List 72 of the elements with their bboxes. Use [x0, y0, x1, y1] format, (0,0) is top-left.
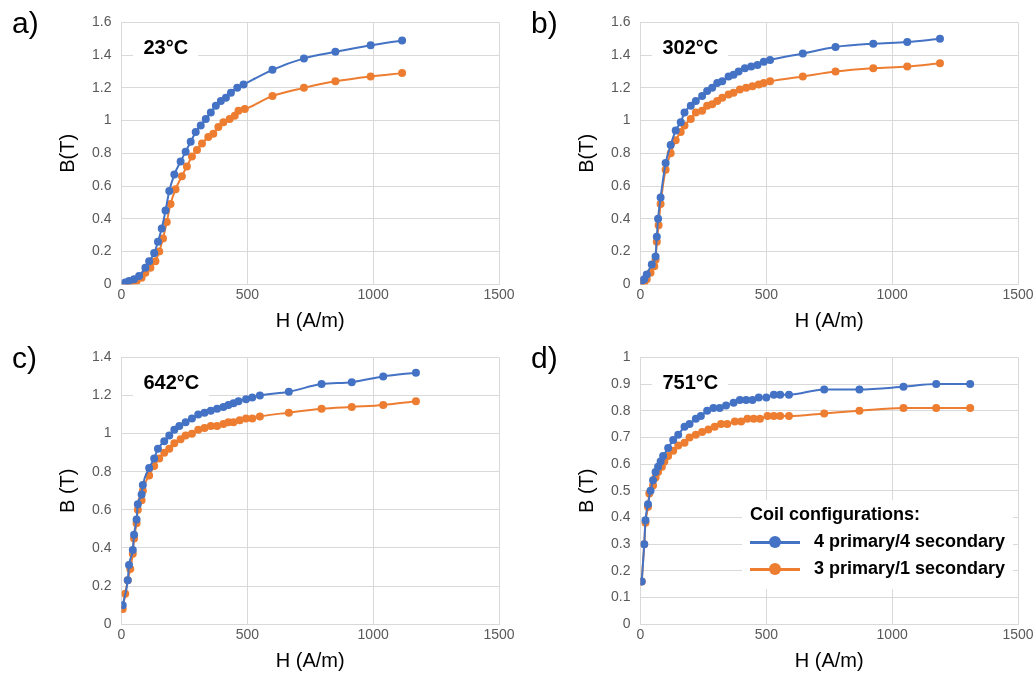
y-tick-label: 0.6 [610, 454, 631, 471]
y-tick-label: 0 [622, 275, 631, 292]
y-tick-label: 0.6 [610, 176, 631, 193]
legend-title: Coil configurations: [749, 504, 921, 526]
y-tick-label: 0.4 [91, 209, 112, 226]
y-tick-label: 0 [103, 275, 112, 292]
y-tick-label: 1.2 [610, 78, 631, 95]
y-tick-label: 1 [103, 424, 112, 441]
x-tick-label: 0 [636, 626, 645, 643]
y-tick-label: 0 [103, 615, 112, 632]
y-tick-label: 1.2 [91, 78, 112, 95]
y-tick-label: 0.2 [91, 576, 112, 593]
y-tick-label: 0.8 [91, 144, 112, 161]
chart-title: c) [12, 341, 37, 375]
y-tick-label: 0.3 [610, 535, 631, 552]
chart-title: d) [531, 341, 558, 375]
annotation: 23°C [133, 34, 199, 62]
y-tick-label: 0.4 [610, 209, 631, 226]
x-tick-label: 500 [235, 286, 260, 303]
y-tick-label: 0 [622, 615, 631, 632]
x-axis-title: H (A/m) [794, 648, 864, 671]
y-tick-label: 0.4 [610, 508, 631, 525]
y-tick-label: 0.8 [610, 144, 631, 161]
y-tick-label: 0.7 [610, 428, 631, 445]
y-tick-label: 1.6 [610, 13, 631, 30]
y-tick-label: 0.6 [91, 500, 112, 517]
y-tick-label: 0.2 [91, 242, 112, 259]
y-tick-label: 0.8 [91, 462, 112, 479]
y-tick-label: 0.8 [610, 401, 631, 418]
y-tick-label: 0.9 [610, 374, 631, 391]
y-tick-label: 0.4 [91, 538, 112, 555]
y-tick-label: 0.2 [610, 561, 631, 578]
y-axis-title: B(T) [55, 133, 78, 173]
y-tick-label: 1.4 [91, 45, 112, 62]
x-tick-label: 1500 [1002, 626, 1034, 643]
annotation: 642°C [133, 369, 210, 397]
chart-title: b) [531, 6, 558, 40]
x-tick-label: 500 [754, 286, 779, 303]
y-tick-label: 1.4 [91, 348, 112, 365]
x-axis-title: H (A/m) [794, 308, 864, 331]
y-tick-label: 1.2 [91, 386, 112, 403]
y-tick-label: 1 [622, 111, 631, 128]
x-tick-label: 0 [117, 626, 126, 643]
x-tick-label: 1500 [1002, 286, 1034, 303]
x-tick-label: 500 [754, 626, 779, 643]
x-tick-label: 1000 [876, 286, 908, 303]
x-tick-label: 1000 [357, 626, 389, 643]
y-tick-label: 0.1 [610, 588, 631, 605]
y-axis-title: B (T) [55, 468, 78, 514]
x-tick-label: 1500 [483, 286, 515, 303]
x-tick-label: 0 [636, 286, 645, 303]
y-tick-label: 0.5 [610, 481, 631, 498]
legend-label: 3 primary/1 secondary [813, 558, 1005, 580]
y-axis-title: B(T) [574, 133, 597, 173]
y-tick-label: 1 [622, 348, 631, 365]
x-axis-title: H (A/m) [275, 308, 345, 331]
x-tick-label: 0 [117, 286, 126, 303]
y-tick-label: 1.4 [610, 45, 631, 62]
annotation: 751°C [652, 369, 729, 397]
y-tick-label: 0.6 [91, 176, 112, 193]
legend-label: 4 primary/4 secondary [813, 531, 1005, 553]
x-axis-title: H (A/m) [275, 648, 345, 671]
annotation: 302°C [652, 34, 729, 62]
x-tick-label: 1000 [876, 626, 908, 643]
y-tick-label: 1 [103, 111, 112, 128]
x-tick-label: 500 [235, 626, 260, 643]
y-tick-label: 1.6 [91, 13, 112, 30]
chart-title: a) [12, 6, 39, 40]
x-tick-label: 1000 [357, 286, 389, 303]
y-axis-title: B (T) [574, 468, 597, 514]
x-tick-label: 1500 [483, 626, 515, 643]
y-tick-label: 0.2 [610, 242, 631, 259]
